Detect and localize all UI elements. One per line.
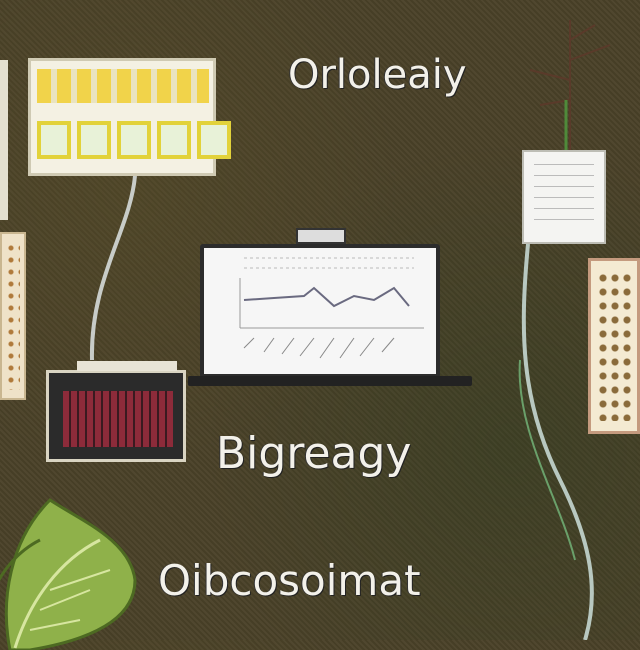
label-bottom: Oibcosoimat xyxy=(158,556,421,605)
leaf-plant-icon xyxy=(0,498,137,650)
cable-right xyxy=(521,243,594,640)
left-poster xyxy=(0,232,26,400)
bar-monitor xyxy=(46,361,186,462)
panel-cell xyxy=(157,121,191,159)
panel-cell xyxy=(37,121,71,159)
right-poster xyxy=(588,258,640,434)
laptop-screen xyxy=(200,244,440,378)
left-edge-panel xyxy=(0,60,8,220)
panel-cells xyxy=(37,121,231,159)
label-top: Orloleaiy xyxy=(288,52,467,98)
panel-cell xyxy=(117,121,151,159)
chart-line xyxy=(243,286,410,308)
cable-right-green xyxy=(518,359,576,561)
line-chart-graphic xyxy=(239,257,424,359)
cable-left xyxy=(89,175,137,361)
instrument-panel xyxy=(28,58,231,176)
laptop-clip xyxy=(296,228,346,244)
monitor-cap xyxy=(77,361,177,371)
label-middle: Bigreagy xyxy=(216,428,412,479)
monitor-bars xyxy=(63,391,173,447)
panel-cell xyxy=(77,121,111,159)
panel-display-strip xyxy=(37,69,209,103)
laptop-base xyxy=(188,376,472,386)
twig-icon xyxy=(529,20,611,150)
clipboard-sheet xyxy=(522,150,606,244)
panel-cell xyxy=(197,121,231,159)
